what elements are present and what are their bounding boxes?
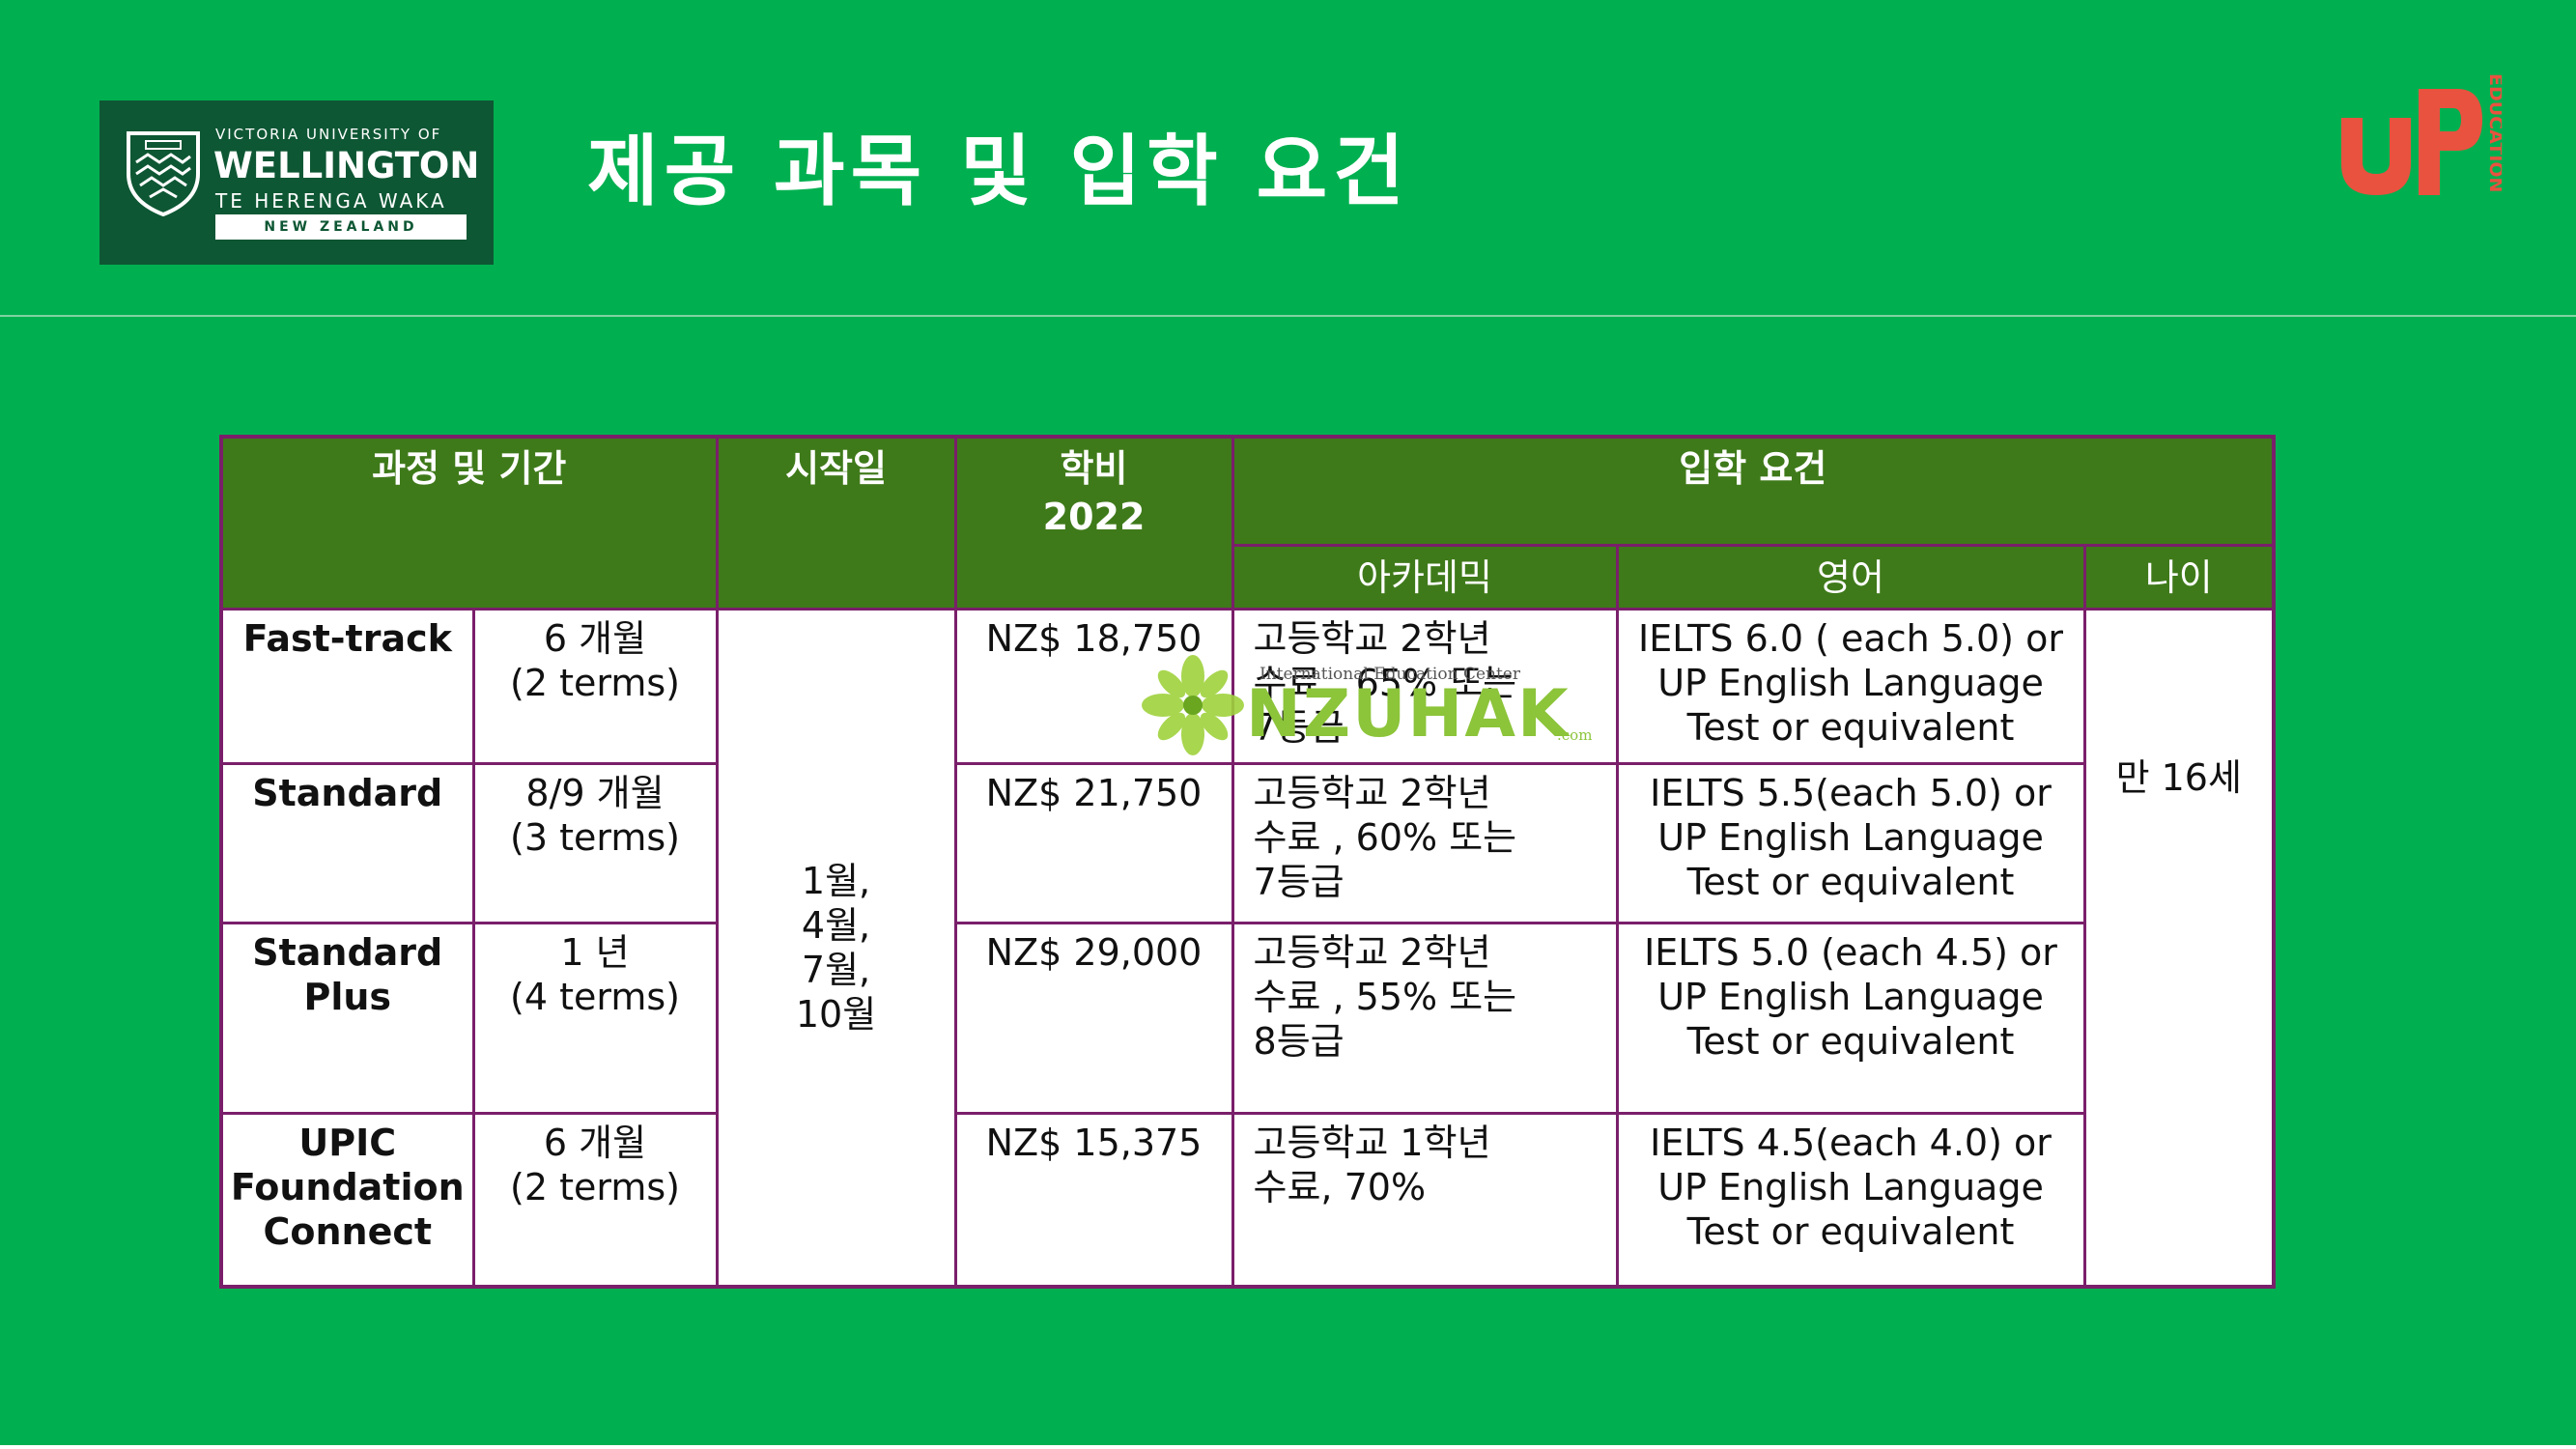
english-requirement: IELTS 5.5(each 5.0) or UP English Langua… [1615,762,2086,924]
tuition-fee: NZ$ 18,750 [953,607,1234,766]
header-requirements: 입학 요건 [1231,435,2276,547]
up-education-logo-icon: EDUCATION [2341,73,2502,195]
academic-requirement: 고등학교 1학년 수료, 70% [1231,1112,1619,1289]
academic-requirement: 고등학교 2학년 수료 , 55% 또는 8등급 [1231,921,1619,1116]
header-course-duration: 과정 및 기간 [219,435,719,611]
course-duration: 6 개월 (2 terms) [471,1112,719,1289]
english-requirement: IELTS 4.5(each 4.0) or UP English Langua… [1615,1112,2086,1289]
english-requirement: IELTS 6.0 ( each 5.0) or UP English Lang… [1615,607,2086,766]
start-dates: 1월, 4월, 7월, 10월 [715,607,957,1289]
tuition-fee: NZ$ 15,375 [953,1112,1234,1289]
header-age: 나이 [2082,543,2276,611]
header-english: 영어 [1615,543,2086,611]
tuition-fee: NZ$ 29,000 [953,921,1234,1116]
course-name: Fast-track [219,607,475,766]
course-name: Standard Plus [219,921,475,1116]
header-academic: 아카데믹 [1231,543,1619,611]
logo-line-2: WELLINGTON [213,145,480,186]
logo-line-1: VICTORIA UNIVERSITY OF [215,126,442,143]
academic-requirement: 고등학교 2학년 수료 , 60% 또는 7등급 [1231,762,1619,924]
header-tuition: 학비 2022 [953,435,1234,611]
up-education-label: EDUCATION [2485,73,2502,192]
table-row: UPIC Foundation Connect 6 개월 (2 terms) N… [219,1112,2274,1289]
course-table: 과정 및 기간 시작일 학비 2022 입학 요건 아카데믹 영어 나이 Fas… [219,435,2277,1289]
bottom-edge [0,1445,2576,1449]
logo-line-4: NEW ZEALAND [215,214,467,240]
course-duration: 6 개월 (2 terms) [471,607,719,766]
age-requirement: 만 16세 [2082,607,2276,1289]
course-name: Standard [219,762,475,924]
tuition-fee: NZ$ 21,750 [953,762,1234,924]
course-duration: 8/9 개월 (3 terms) [471,762,719,924]
table-row: Standard 8/9 개월 (3 terms) NZ$ 21,750 고등학… [219,762,2274,924]
table-row: Standard Plus 1 년 (4 terms) NZ$ 29,000 고… [219,921,2274,1116]
university-logo: VICTORIA UNIVERSITY OF WELLINGTON TE HER… [99,100,494,265]
academic-requirement: 고등학교 2학년 수료 , 65% 또는 7등급 [1231,607,1619,766]
header-start-date: 시작일 [715,435,957,611]
course-name: UPIC Foundation Connect [219,1112,475,1289]
university-shield-icon [127,131,200,216]
header-divider [0,315,2576,317]
page-title: 제공 과목 및 입학 요건 [587,127,1410,216]
table-row: Fast-track 6 개월 (2 terms) 1월, 4월, 7월, 10… [219,607,2276,1289]
course-duration: 1 년 (4 terms) [471,921,719,1116]
english-requirement: IELTS 5.0 (each 4.5) or UP English Langu… [1615,921,2086,1116]
logo-line-3: TE HERENGA WAKA [215,189,447,213]
